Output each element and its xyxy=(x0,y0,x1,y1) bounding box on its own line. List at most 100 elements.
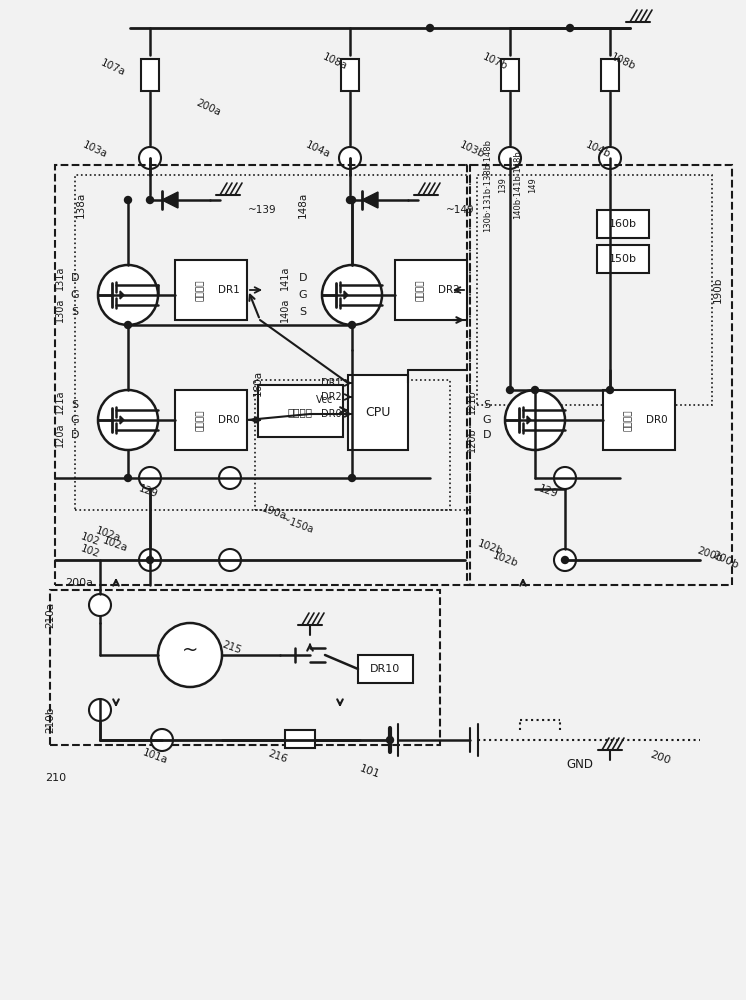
Text: 210: 210 xyxy=(45,773,66,783)
Text: G: G xyxy=(71,290,79,300)
Text: 107b: 107b xyxy=(481,52,509,72)
Circle shape xyxy=(98,390,158,450)
Circle shape xyxy=(554,467,576,489)
Text: 200a: 200a xyxy=(194,98,222,118)
Text: 101a: 101a xyxy=(141,748,169,766)
Text: 102a: 102a xyxy=(101,536,129,554)
Circle shape xyxy=(125,322,131,328)
Circle shape xyxy=(146,556,154,564)
Text: 104a: 104a xyxy=(304,140,332,160)
Polygon shape xyxy=(344,291,348,299)
Circle shape xyxy=(146,552,154,558)
Text: 130a: 130a xyxy=(55,298,65,322)
Text: 102b: 102b xyxy=(476,539,504,557)
Text: 121b: 121b xyxy=(467,390,477,414)
Bar xyxy=(141,59,159,91)
Polygon shape xyxy=(362,192,378,208)
Text: 102: 102 xyxy=(79,532,101,548)
Text: 140b·141b·148b: 140b·141b·148b xyxy=(513,151,522,219)
Text: 120a: 120a xyxy=(55,423,65,447)
Circle shape xyxy=(348,322,356,328)
Text: 210b: 210b xyxy=(45,707,55,733)
Circle shape xyxy=(562,556,568,564)
Text: 160b: 160b xyxy=(609,219,637,229)
Circle shape xyxy=(566,24,574,31)
Text: 190a: 190a xyxy=(260,504,288,522)
Text: 栅极电路: 栅极电路 xyxy=(624,409,633,431)
Bar xyxy=(597,210,649,238)
Text: 108a: 108a xyxy=(321,52,349,72)
Text: 216: 216 xyxy=(267,749,289,765)
Circle shape xyxy=(219,549,241,571)
Bar xyxy=(597,245,649,273)
Text: S: S xyxy=(299,307,307,317)
Bar xyxy=(467,165,732,585)
Text: G: G xyxy=(298,290,307,300)
Text: S: S xyxy=(72,307,78,317)
Text: DR10: DR10 xyxy=(370,664,400,674)
Text: 190b: 190b xyxy=(713,277,723,303)
Text: G: G xyxy=(71,415,79,425)
Text: 139: 139 xyxy=(498,177,507,193)
Bar xyxy=(50,590,440,745)
Text: 102a: 102a xyxy=(94,526,122,544)
Text: 129: 129 xyxy=(537,484,559,500)
Text: 138a: 138a xyxy=(76,192,86,218)
Text: ~149: ~149 xyxy=(446,205,474,215)
Circle shape xyxy=(125,475,131,482)
Circle shape xyxy=(158,623,222,687)
Text: 200b: 200b xyxy=(710,550,740,570)
Text: 160a: 160a xyxy=(253,370,263,396)
Bar xyxy=(358,655,413,683)
Circle shape xyxy=(339,147,361,169)
Circle shape xyxy=(146,196,154,204)
Polygon shape xyxy=(527,416,531,424)
Bar xyxy=(603,390,675,450)
Bar xyxy=(501,59,519,91)
Bar xyxy=(55,165,470,585)
Text: 200b: 200b xyxy=(696,546,724,564)
Text: 131a: 131a xyxy=(55,266,65,290)
Text: Vcc: Vcc xyxy=(316,395,333,405)
Circle shape xyxy=(125,196,131,204)
Text: 104b: 104b xyxy=(584,140,612,160)
Text: ~: ~ xyxy=(182,641,198,660)
Text: 200: 200 xyxy=(648,750,671,766)
Text: ~139: ~139 xyxy=(248,205,277,215)
Text: 215: 215 xyxy=(221,640,243,656)
Text: 101: 101 xyxy=(358,764,381,780)
Bar xyxy=(477,175,712,405)
Circle shape xyxy=(322,265,382,325)
Circle shape xyxy=(346,196,354,204)
Text: S: S xyxy=(483,400,491,410)
Circle shape xyxy=(599,147,621,169)
Bar xyxy=(255,380,450,510)
Circle shape xyxy=(89,594,111,616)
Circle shape xyxy=(98,265,158,325)
Text: 121a: 121a xyxy=(55,390,65,414)
Text: 200a: 200a xyxy=(65,578,93,588)
Circle shape xyxy=(554,549,576,571)
Text: 102: 102 xyxy=(79,544,101,560)
Bar xyxy=(601,59,619,91)
Text: 130b·131b·138b·148b: 130b·131b·138b·148b xyxy=(483,138,492,232)
Text: ~150a: ~150a xyxy=(280,515,314,535)
Text: 稳压电源: 稳压电源 xyxy=(287,407,313,417)
Text: 103a: 103a xyxy=(81,140,109,160)
Text: 栅极电路: 栅极电路 xyxy=(416,279,424,301)
Circle shape xyxy=(139,147,161,169)
Circle shape xyxy=(427,24,433,31)
Bar xyxy=(75,175,470,510)
Text: 108b: 108b xyxy=(609,52,637,72)
Text: CPU: CPU xyxy=(366,406,391,418)
Circle shape xyxy=(505,390,565,450)
Text: 140a: 140a xyxy=(280,298,290,322)
Text: G: G xyxy=(483,415,492,425)
Text: 141a: 141a xyxy=(280,266,290,290)
Circle shape xyxy=(386,736,393,744)
Circle shape xyxy=(348,475,356,482)
Text: 栅极电路: 栅极电路 xyxy=(195,279,204,301)
Text: D: D xyxy=(71,430,79,440)
Text: 210a: 210a xyxy=(45,602,55,628)
Text: D: D xyxy=(483,430,492,440)
